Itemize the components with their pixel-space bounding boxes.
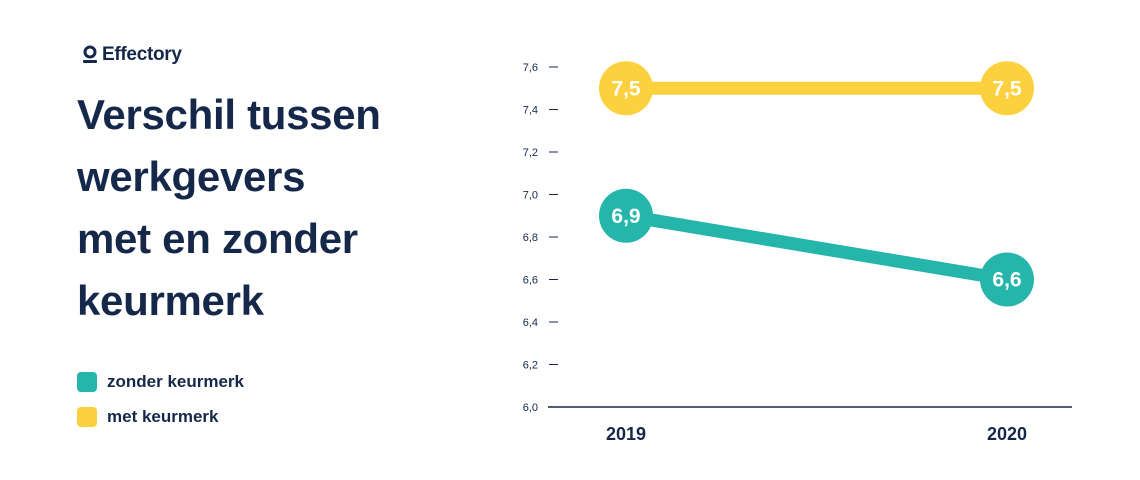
y-tick-label: 6,6 <box>523 275 538 287</box>
chart-legend: zonder keurmerk met keurmerk <box>77 364 244 434</box>
title-line-3: met en zonder <box>77 215 358 262</box>
y-tick-label: 6,2 <box>523 360 538 372</box>
y-tick-label: 7,2 <box>523 147 538 159</box>
y-tick-label: 6,8 <box>523 232 538 244</box>
page-title: Verschil tussen werkgevers met en zonder… <box>77 84 457 332</box>
line-chart: 6,0 6,2 6,4 6,6 6,8 7,0 7,2 7,4 7,6 2019 2020 6,9 6,… <box>480 0 1140 480</box>
legend-item-met-keurmerk: met keurmerk <box>77 399 244 434</box>
data-point <box>599 188 653 243</box>
title-line-4: keurmerk <box>77 277 264 324</box>
y-tick-label: 7,0 <box>523 190 538 202</box>
y-tick-label: 7,4 <box>523 105 538 117</box>
legend-item-zonder-keurmerk: zonder keurmerk <box>77 364 244 399</box>
data-point <box>980 61 1034 116</box>
series-line-zonder-keurmerk <box>619 209 1014 286</box>
data-label: 6,9 <box>611 205 640 228</box>
brand-logo: Effectory <box>82 44 182 66</box>
data-label: 7,5 <box>992 77 1022 100</box>
legend-label: zonder keurmerk <box>107 371 244 391</box>
title-line-1: Verschil tussen <box>77 91 381 138</box>
data-label: 7,5 <box>611 77 641 100</box>
data-point <box>980 252 1034 307</box>
y-tick-label: 6,4 <box>523 317 538 329</box>
chart-svg: 6,0 6,2 6,4 6,6 6,8 7,0 7,2 7,4 7,6 2019 2020 6,9 6,… <box>523 61 1072 444</box>
x-tick-label: 2019 <box>606 424 646 444</box>
legend-label: met keurmerk <box>107 406 219 426</box>
legend-swatch-yellow <box>77 406 97 427</box>
y-tick-label: 6,0 <box>523 402 538 414</box>
y-tick-label: 7,6 <box>523 62 538 74</box>
title-line-2: werkgevers <box>77 153 306 200</box>
person-icon <box>83 45 97 63</box>
x-tick-label: 2020 <box>987 424 1027 444</box>
legend-swatch-teal <box>77 371 97 392</box>
data-label: 6,6 <box>992 269 1021 292</box>
data-point <box>599 61 653 116</box>
brand-name: Effectory <box>102 44 182 65</box>
